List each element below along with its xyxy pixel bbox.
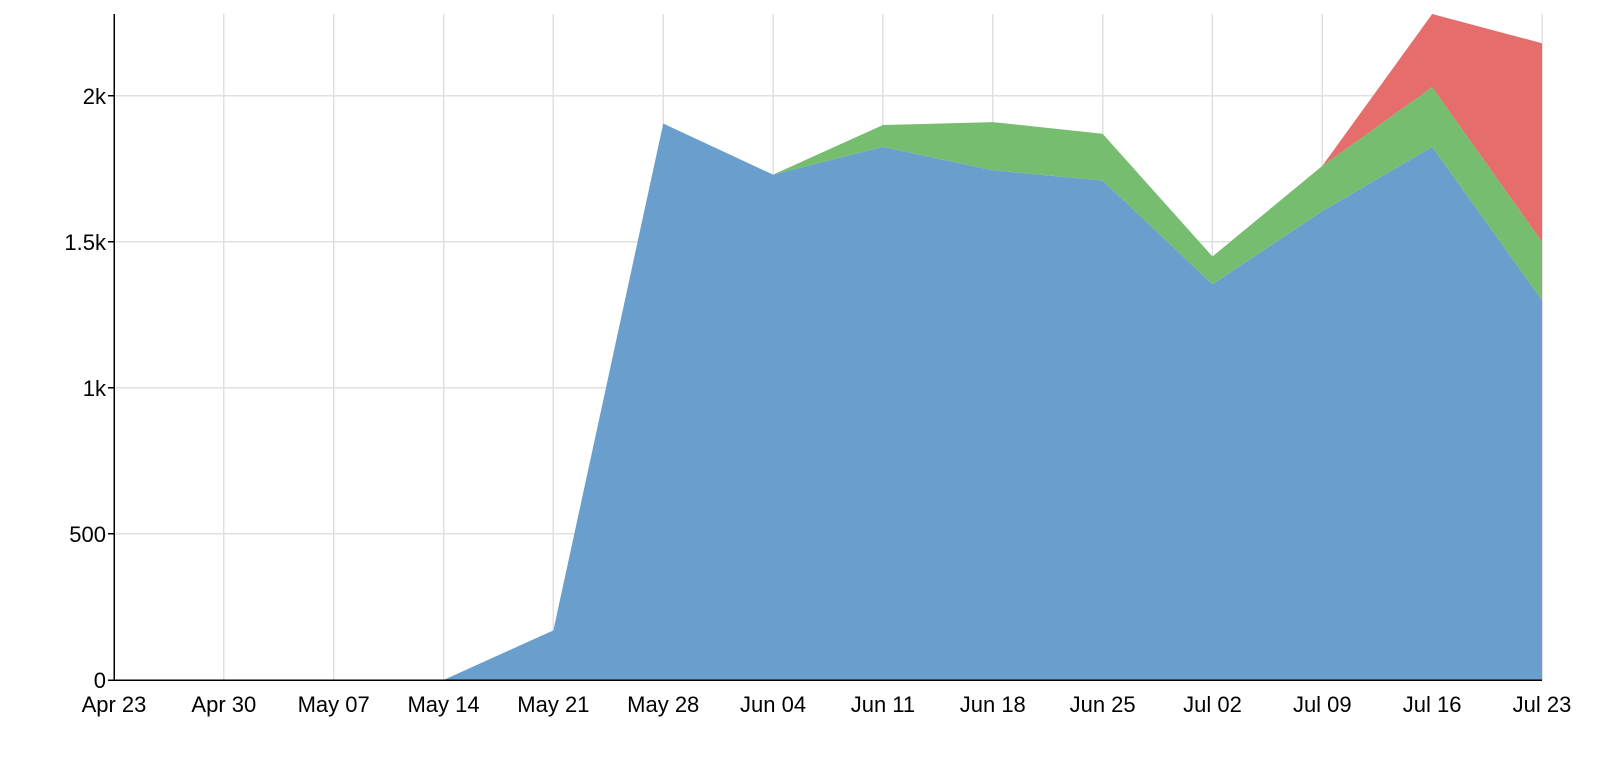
x-tick-label: Apr 30 (191, 692, 256, 717)
axes (108, 14, 1542, 681)
x-tick-label: Apr 23 (82, 692, 147, 717)
y-tick-label: 500 (69, 522, 106, 547)
x-tick-label: Jun 11 (851, 692, 915, 717)
y-tick-label: 0 (94, 668, 106, 693)
x-tick-label: Jun 25 (1070, 692, 1136, 717)
x-tick-label: May 14 (407, 692, 479, 717)
y-tick-label: 1k (83, 376, 107, 401)
x-tick-label: May 28 (627, 692, 699, 717)
x-tick-label: Jul 09 (1293, 692, 1352, 717)
y-tick-label: 1.5k (64, 230, 107, 255)
tick-labels: 0 500 1k 1.5k 2k Apr 23 Apr 30 May 07 May 14 May … (64, 84, 1571, 717)
area-series-2 (114, 87, 1542, 680)
x-tick-label: May 21 (517, 692, 589, 717)
x-tick-label: May 07 (298, 692, 370, 717)
area-series (114, 14, 1542, 681)
x-tick-label: Jul 02 (1183, 692, 1242, 717)
y-tick-label: 2k (83, 84, 107, 109)
area-series-3 (114, 14, 1542, 680)
area-series-1 (114, 123, 1542, 681)
x-tick-label: Jun 18 (960, 692, 1026, 717)
x-tick-label: Jul 16 (1403, 692, 1462, 717)
x-tick-label: Jul 23 (1513, 692, 1572, 717)
x-tick-label: Jun 04 (740, 692, 806, 717)
